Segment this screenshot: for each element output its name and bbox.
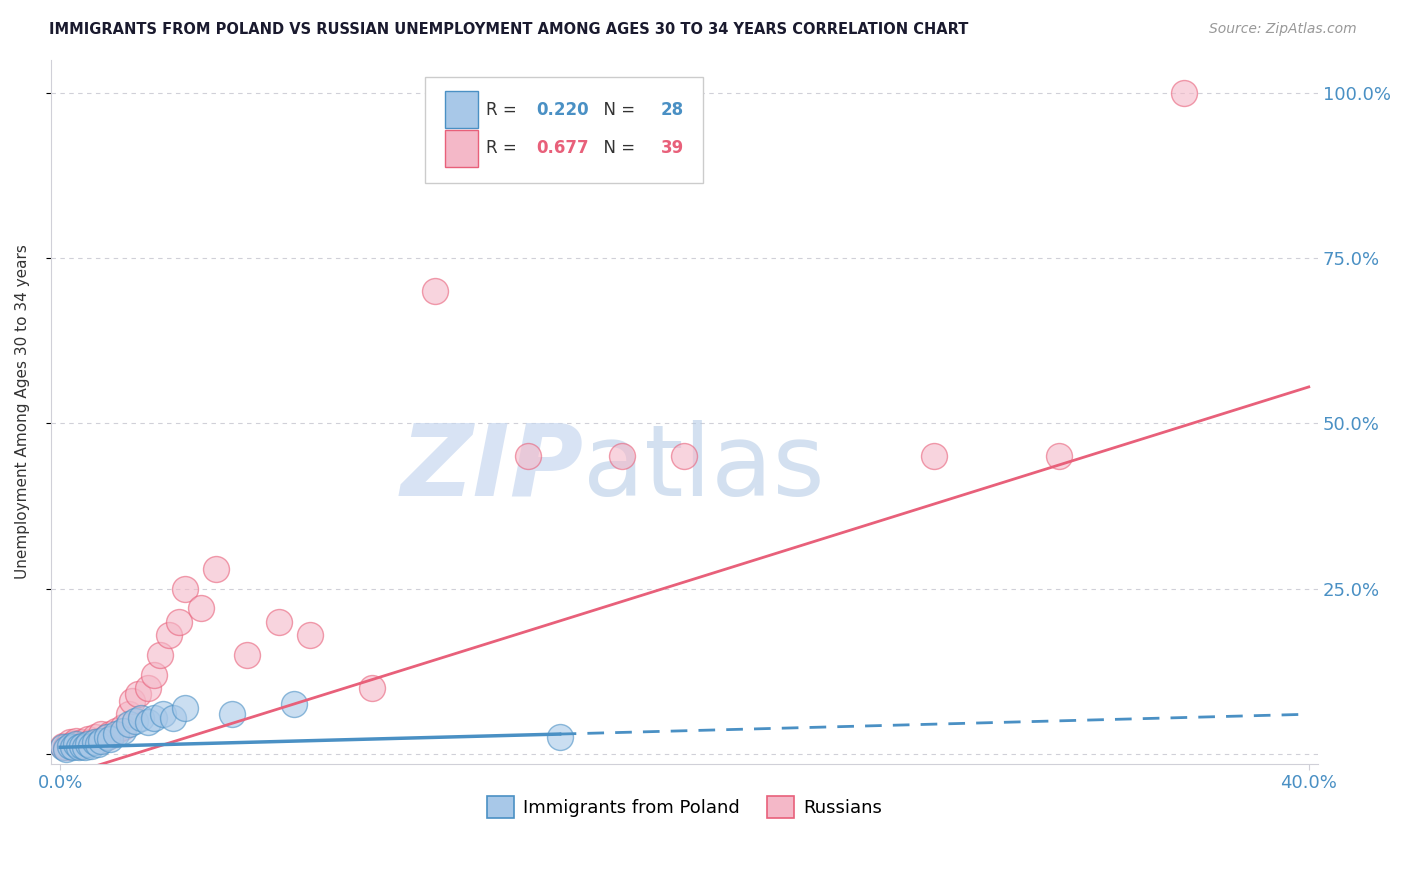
Point	[90, 727, 112, 741]
Point	[517, 450, 540, 464]
Point	[80, 739, 103, 753]
Text: R =: R =	[485, 139, 522, 157]
Point	[86, 737, 108, 751]
Point	[190, 601, 212, 615]
Point	[136, 715, 159, 730]
Point	[55, 741, 77, 756]
Text: N =: N =	[593, 139, 641, 157]
Point	[90, 733, 112, 747]
Point	[52, 740, 75, 755]
Point	[75, 737, 97, 751]
FancyBboxPatch shape	[444, 91, 478, 128]
Point	[96, 731, 118, 745]
Point	[124, 714, 146, 728]
Y-axis label: Unemployment Among Ages 30 to 34 years: Unemployment Among Ages 30 to 34 years	[15, 244, 30, 579]
Point	[159, 628, 181, 642]
Point	[548, 731, 571, 745]
Point	[62, 737, 84, 751]
Point	[174, 700, 197, 714]
Point	[58, 739, 80, 753]
Point	[55, 740, 77, 755]
Point	[221, 707, 243, 722]
Point	[118, 717, 141, 731]
Text: atlas: atlas	[583, 419, 825, 516]
Point	[83, 735, 105, 749]
Point	[75, 740, 97, 755]
Point	[673, 450, 696, 464]
Point	[62, 740, 84, 755]
Point	[136, 681, 159, 695]
Point	[58, 735, 80, 749]
Text: 28: 28	[661, 101, 683, 119]
Point	[283, 698, 305, 712]
Point	[1047, 450, 1070, 464]
Point	[121, 694, 143, 708]
Point	[361, 681, 384, 695]
Point	[610, 450, 633, 464]
Point	[105, 727, 128, 741]
Point	[267, 615, 290, 629]
Point	[86, 733, 108, 747]
Point	[83, 731, 105, 745]
Point	[70, 735, 93, 749]
Point	[67, 739, 90, 753]
Point	[149, 648, 172, 662]
Point	[96, 731, 118, 745]
Text: 0.677: 0.677	[536, 139, 589, 157]
Point	[127, 687, 149, 701]
Text: Source: ZipAtlas.com: Source: ZipAtlas.com	[1209, 22, 1357, 37]
Point	[174, 582, 197, 596]
Point	[131, 710, 153, 724]
Point	[67, 740, 90, 755]
Point	[111, 723, 134, 738]
Point	[80, 735, 103, 749]
Point	[152, 707, 174, 722]
FancyBboxPatch shape	[444, 130, 478, 167]
Point	[423, 284, 446, 298]
Point	[298, 628, 321, 642]
Point	[142, 667, 165, 681]
Point	[98, 727, 121, 741]
Point	[118, 707, 141, 722]
Point	[77, 732, 100, 747]
Point	[52, 739, 75, 753]
Point	[167, 615, 190, 629]
Point	[142, 710, 165, 724]
Point	[922, 450, 945, 464]
Point	[205, 562, 228, 576]
Point	[105, 723, 128, 738]
Text: 0.220: 0.220	[536, 101, 589, 119]
Text: IMMIGRANTS FROM POLAND VS RUSSIAN UNEMPLOYMENT AMONG AGES 30 TO 34 YEARS CORRELA: IMMIGRANTS FROM POLAND VS RUSSIAN UNEMPL…	[49, 22, 969, 37]
Point	[65, 737, 87, 751]
Point	[111, 721, 134, 735]
Point	[77, 737, 100, 751]
Text: ZIP: ZIP	[401, 419, 583, 516]
FancyBboxPatch shape	[425, 78, 703, 183]
Text: R =: R =	[485, 101, 522, 119]
Legend: Immigrants from Poland, Russians: Immigrants from Poland, Russians	[479, 789, 889, 825]
Point	[70, 739, 93, 753]
Point	[1173, 86, 1195, 100]
Point	[98, 732, 121, 747]
Text: 39: 39	[661, 139, 683, 157]
Text: N =: N =	[593, 101, 641, 119]
Point	[236, 648, 259, 662]
Point	[65, 733, 87, 747]
Point	[162, 710, 184, 724]
